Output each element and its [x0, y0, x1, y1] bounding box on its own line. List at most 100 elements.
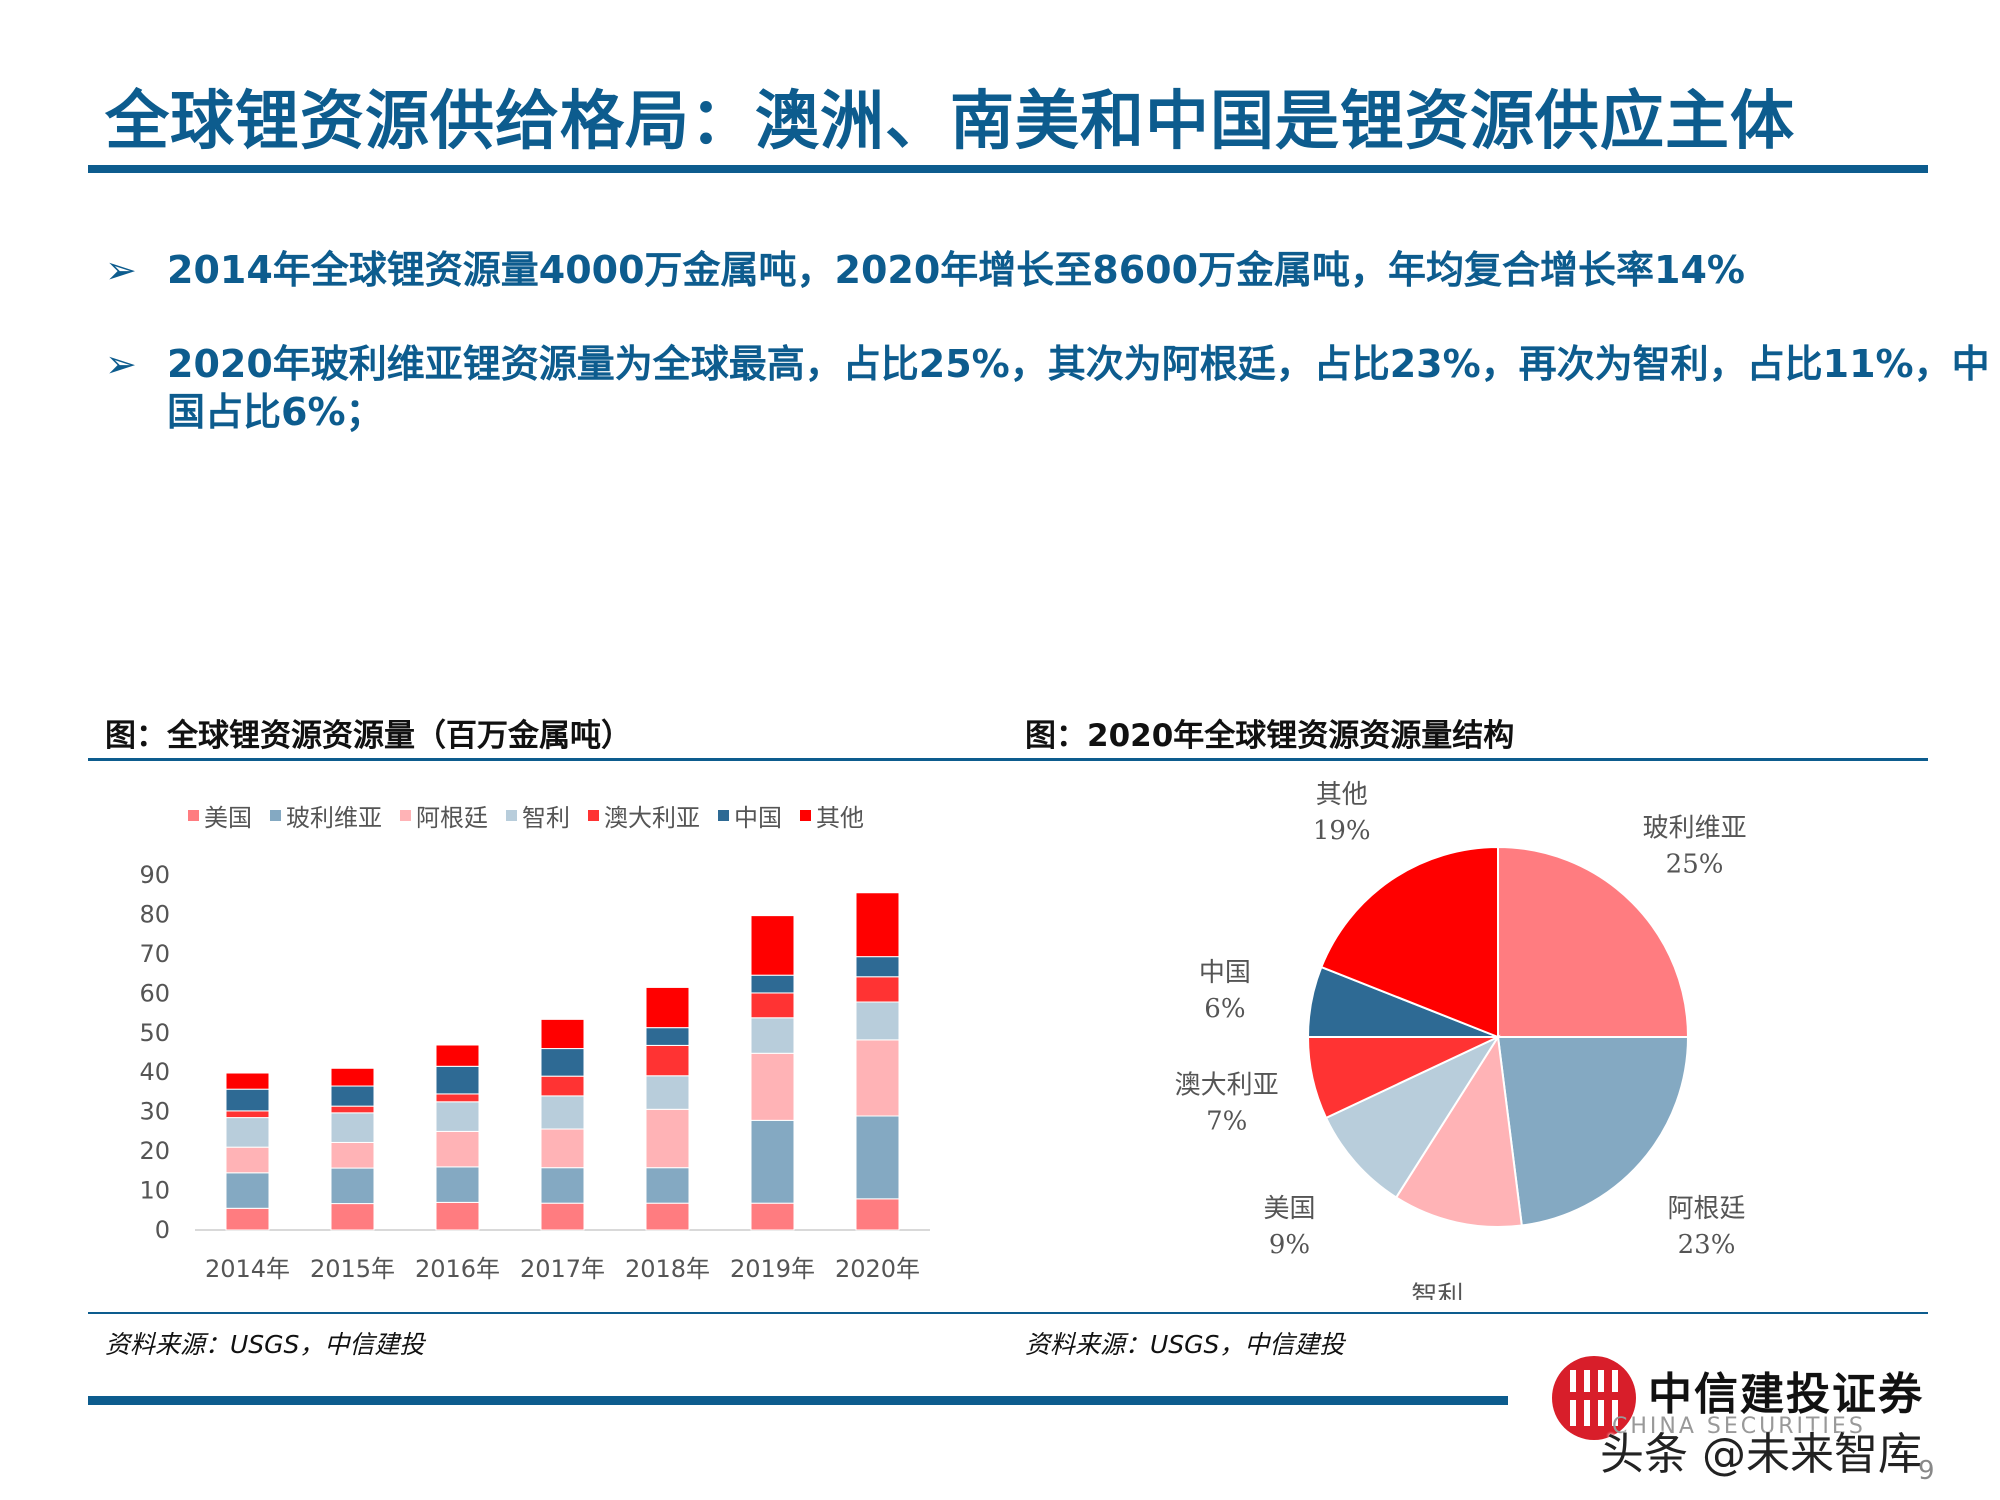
- pie-label: 阿根廷 23%: [1668, 1194, 1746, 1260]
- legend-swatch: [506, 810, 517, 821]
- bar-segment: [225, 1207, 270, 1231]
- pie-slice: [1496, 1036, 1690, 1227]
- page-title: 全球锂资源供给格局：澳洲、南美和中国是锂资源供应主体: [105, 85, 1795, 159]
- bar-segment: [645, 1167, 690, 1204]
- bar-segment: [645, 1044, 690, 1077]
- bar-segment: [540, 1018, 585, 1050]
- x-tick-label: 2014年: [205, 1255, 290, 1283]
- bar-segment: [645, 1027, 690, 1046]
- bullet-text: 2020年玻利维亚锂资源量为全球最高，占比25%，其次为阿根廷，占比23%，再次…: [167, 342, 1990, 434]
- pie-chart-caption: 图：2020年全球锂资源资源量结构: [1025, 718, 1515, 754]
- y-tick-label: 60: [139, 979, 170, 1007]
- bar-segment: [645, 1075, 690, 1110]
- pie-chart-source: 资料来源：USGS，中信建投: [1025, 1330, 1345, 1359]
- legend-swatch: [400, 810, 411, 821]
- bar-segment: [225, 1110, 270, 1119]
- pie-label-percent: 23%: [1678, 1230, 1736, 1260]
- legend-swatch: [800, 810, 811, 821]
- source-divider: [88, 1312, 1928, 1314]
- bar-segment: [435, 1065, 480, 1095]
- bar-segment: [435, 1093, 480, 1103]
- x-tick-label: 2017年: [520, 1255, 605, 1283]
- y-tick-label: 80: [139, 900, 170, 928]
- pie-label-percent: 9%: [1269, 1230, 1310, 1260]
- bar-segment: [225, 1117, 270, 1148]
- bar-segment: [750, 1119, 795, 1204]
- y-tick-label: 10: [139, 1177, 170, 1205]
- bar-segment: [855, 1198, 900, 1231]
- bar-segment: [855, 1115, 900, 1200]
- bar-segment: [225, 1072, 270, 1090]
- x-tick-label: 2015年: [310, 1255, 395, 1283]
- bar-segment: [225, 1172, 270, 1209]
- bar-segment: [750, 992, 795, 1019]
- watermark-text: 头条 @未来智库: [1600, 1429, 1922, 1480]
- bar-segment: [645, 1202, 690, 1231]
- bar-segment: [645, 986, 690, 1029]
- bar-segment: [540, 1075, 585, 1097]
- legend-swatch: [188, 810, 199, 821]
- legend-item: 阿根廷: [400, 804, 488, 832]
- legend-item: 其他: [800, 804, 864, 832]
- bar-segment: [330, 1067, 375, 1087]
- x-tick-label: 2019年: [730, 1255, 815, 1283]
- citic-logo-icon: [1552, 1356, 1636, 1440]
- legend-label: 其他: [816, 804, 864, 832]
- caption-divider: [88, 758, 1928, 761]
- y-tick-label: 20: [139, 1137, 170, 1165]
- bar-segment: [435, 1044, 480, 1067]
- pie-label-percent: 7%: [1206, 1107, 1247, 1137]
- legend-label: 阿根廷: [416, 804, 488, 832]
- legend-item: 美国: [188, 804, 252, 832]
- bar-segment: [540, 1048, 585, 1077]
- pie-label-name: 其他: [1316, 780, 1368, 810]
- bar-segment: [855, 892, 900, 958]
- pie-label-name: 中国: [1199, 958, 1251, 988]
- y-tick-label: 70: [139, 940, 170, 968]
- legend-item: 玻利维亚: [270, 804, 382, 832]
- legend-item: 澳大利亚: [588, 804, 700, 832]
- bullet-text: 2014年全球锂资源量4000万金属吨，2020年增长至8600万金属吨，年均复…: [167, 248, 1746, 292]
- legend-item: 智利: [506, 804, 570, 832]
- pie-label-percent: 6%: [1204, 994, 1245, 1024]
- page-number: 9: [1918, 1456, 1935, 1486]
- footer-bar: [88, 1396, 1508, 1405]
- pie-slice: [1324, 1034, 1501, 1199]
- bar-segment: [540, 1167, 585, 1204]
- x-tick-label: 2016年: [415, 1255, 500, 1283]
- pie-label-name: 阿根廷: [1668, 1194, 1746, 1224]
- pie-label-name: 智利: [1411, 1281, 1463, 1300]
- pie-slice: [1394, 1034, 1523, 1228]
- pie-label-percent: 19%: [1313, 816, 1371, 846]
- pie-chart: 玻利维亚 25% 阿根廷 23% 智利11% 美国 9% 澳大利亚 7% 中国 6% 其他 19%: [1175, 780, 1747, 1300]
- x-tick-label: 2020年: [835, 1255, 920, 1283]
- y-tick-label: 0: [155, 1216, 170, 1244]
- bar-segment: [645, 1108, 690, 1169]
- bar-segment: [750, 974, 795, 994]
- bar-segment: [225, 1088, 270, 1112]
- title-divider: [88, 165, 1928, 173]
- bar-segment: [855, 956, 900, 978]
- pie-label-name: 澳大利亚: [1175, 1071, 1279, 1101]
- y-tick-label: 30: [139, 1098, 170, 1126]
- bar-segment: [330, 1141, 375, 1169]
- stacked-bar-chart: 美国 玻利维亚 阿根廷 智利 澳大利亚 中国 其他 0 10 20 30 40 50 60 70 80 90 20…: [139, 804, 930, 1283]
- pie-label-name: 美国: [1263, 1194, 1315, 1224]
- bar-segment: [855, 976, 900, 1003]
- bar-segment: [855, 1039, 900, 1117]
- pie-slice: [1320, 845, 1499, 1039]
- legend-label: 中国: [734, 804, 782, 832]
- x-tick-label: 2018年: [625, 1255, 710, 1283]
- bar-chart-source: 资料来源：USGS，中信建投: [105, 1330, 425, 1359]
- bar-segment: [330, 1105, 375, 1114]
- bar-segment: [750, 1202, 795, 1231]
- bar-chart-caption: 图：全球锂资源资源量（百万金属吨）: [105, 718, 632, 754]
- bar-segment: [750, 1017, 795, 1054]
- bar-segment: [435, 1101, 480, 1132]
- bar-segment: [750, 915, 795, 976]
- bar-segment: [330, 1112, 375, 1143]
- bar-segment: [540, 1095, 585, 1130]
- bar-segment: [435, 1130, 480, 1168]
- y-tick-label: 50: [139, 1019, 170, 1047]
- bar-segment: [540, 1202, 585, 1231]
